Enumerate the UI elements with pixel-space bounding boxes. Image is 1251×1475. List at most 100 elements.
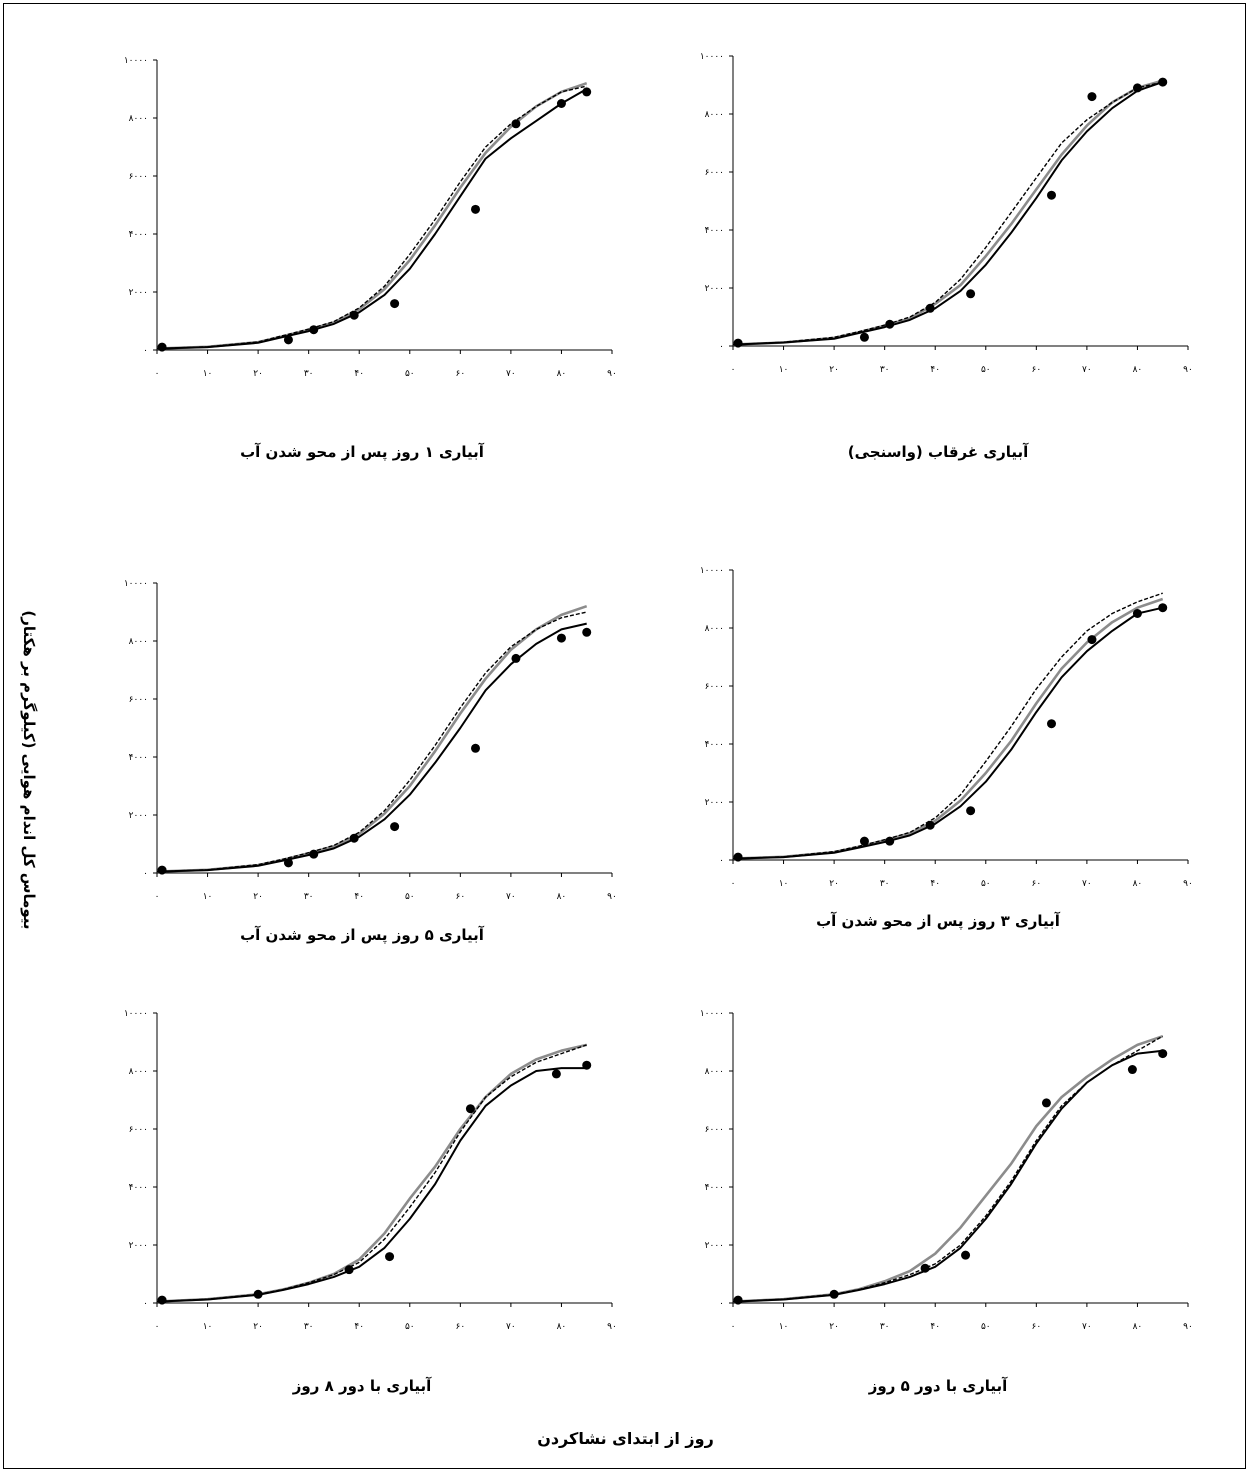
chart-panel-3: ۰ ۱۰ ۲۰ ۳۰ ۴۰ ۵۰ ۶۰ ۷۰ ۸۰ ۹۰ ۰ ۲۰۰۰ ۴۰۰۰ ۶۰۰۰ ۸۰۰۰ ۱۰۰۰… — [92, 575, 632, 915]
x-tick-label: ۸۰ — [557, 369, 567, 379]
y-tick-label: ۸۰۰۰ — [129, 114, 148, 124]
y-tick-label: ۴۰۰۰ — [705, 740, 724, 750]
chart-panel-5: ۰ ۱۰ ۲۰ ۳۰ ۴۰ ۵۰ ۶۰ ۷۰ ۸۰ ۹۰ ۰ ۲۰۰۰ ۴۰۰۰ ۶۰۰۰ ۸۰۰۰ ۱۰۰۰… — [92, 1005, 632, 1345]
observed-point — [511, 653, 521, 663]
observed-point — [471, 204, 480, 214]
y-tick-label: ۴۰۰۰ — [129, 753, 148, 763]
chart-panel-6: ۰ ۱۰ ۲۰ ۳۰ ۴۰ ۵۰ ۶۰ ۷۰ ۸۰ ۹۰ ۰ ۲۰۰۰ ۴۰۰۰ ۶۰۰۰ ۸۰۰۰ ۱۰۰۰… — [668, 1005, 1208, 1345]
x-tick-label: ۸۰ — [557, 1322, 567, 1332]
x-tick-label: ۲۰ — [253, 892, 263, 902]
y-tick-label: ۱۰۰۰۰ — [124, 1009, 148, 1019]
x-tick-label: ۴۰ — [354, 1322, 364, 1332]
x-tick-label: ۱۰ — [203, 892, 213, 902]
observed-point — [471, 743, 480, 753]
x-tick-label: ۶۰ — [455, 1322, 465, 1332]
x-tick-label: ۹۰ — [1183, 879, 1193, 889]
x-tick-label: ۰ — [731, 879, 736, 889]
y-tick-label: ۲۰۰۰ — [705, 284, 724, 294]
series-line-solid-black — [732, 81, 1164, 346]
x-tick-label: ۸۰ — [1133, 1322, 1143, 1332]
observed-point — [1087, 635, 1097, 645]
y-tick-label: ۰ — [143, 346, 148, 356]
x-tick-label: ۲۰ — [253, 369, 263, 379]
observed-point — [349, 833, 359, 843]
x-tick-label: ۷۰ — [1082, 879, 1092, 889]
observed-point — [556, 99, 566, 108]
observed-point — [1158, 77, 1168, 87]
x-tick-label: ۷۰ — [506, 369, 516, 379]
x-tick-label: ۰ — [731, 365, 736, 375]
x-tick-label: ۴۰ — [930, 1322, 940, 1332]
observed-point — [465, 1104, 475, 1114]
observed-point — [582, 1060, 592, 1070]
y-axis-label: بیوماس کل اندام هوایی (کیلوگرم بر هکتار) — [20, 610, 38, 930]
x-tick-label: ۶۰ — [455, 369, 465, 379]
y-tick-label: ۲۰۰۰ — [705, 798, 724, 808]
series-line-solid-gray — [732, 597, 1164, 860]
x-tick-label: ۵۰ — [981, 1322, 991, 1332]
x-tick-label: ۷۰ — [506, 892, 516, 902]
observed-point — [1087, 92, 1097, 102]
observed-point — [157, 1295, 167, 1305]
observed-point — [925, 820, 935, 830]
chart-title-6: آبیاری با دور ۵ روز — [868, 1377, 1008, 1395]
observed-point — [157, 342, 167, 352]
y-tick-label: ۰ — [143, 869, 148, 879]
observed-point — [309, 325, 319, 335]
observed-point — [349, 310, 359, 320]
x-tick-label: ۷۰ — [1082, 365, 1092, 375]
chart-panel-1: ۰ ۱۰ ۲۰ ۳۰ ۴۰ ۵۰ ۶۰ ۷۰ ۸۰ ۹۰ ۰ ۲۰۰۰ ۴۰۰۰ ۶۰۰۰ ۸۰۰۰ ۱۰۰۰… — [92, 52, 632, 392]
observed-point — [253, 1289, 263, 1299]
observed-point — [390, 822, 400, 832]
x-tick-label: ۴۰ — [930, 365, 940, 375]
y-tick-label: ۱۰۰۰۰ — [700, 1009, 724, 1019]
observed-point — [1158, 1049, 1168, 1059]
x-tick-label: ۰ — [731, 1322, 736, 1332]
observed-point — [283, 335, 293, 345]
chart-svg: ۰ ۱۰ ۲۰ ۳۰ ۴۰ ۵۰ ۶۰ ۷۰ ۸۰ ۹۰ ۰ ۲۰۰۰ ۴۰۰۰ ۶۰۰۰ ۸۰۰۰ ۱۰۰۰… — [700, 52, 1193, 375]
chart-title-5: آبیاری با دور ۸ روز — [292, 1377, 432, 1395]
series-line-solid-black — [156, 1067, 587, 1303]
y-tick-label: ۶۰۰۰ — [705, 1125, 724, 1135]
observed-point — [551, 1069, 561, 1079]
observed-point — [1132, 83, 1142, 93]
observed-point — [1041, 1098, 1051, 1108]
x-tick-label: ۰ — [155, 892, 160, 902]
x-tick-label: ۵۰ — [405, 892, 415, 902]
observed-point — [925, 303, 935, 313]
chart-svg: ۰ ۱۰ ۲۰ ۳۰ ۴۰ ۵۰ ۶۰ ۷۰ ۸۰ ۹۰ ۰ ۲۰۰۰ ۴۰۰۰ ۶۰۰۰ ۸۰۰۰ ۱۰۰۰… — [124, 579, 617, 902]
y-tick-label: ۰ — [719, 856, 724, 866]
y-tick-label: ۱۰۰۰۰ — [124, 579, 148, 589]
x-tick-label: ۲۰ — [829, 365, 839, 375]
x-tick-label: ۱۰ — [779, 879, 789, 889]
y-tick-label: ۶۰۰۰ — [129, 695, 148, 705]
y-tick-label: ۸۰۰۰ — [705, 624, 724, 634]
y-tick-label: ۸۰۰۰ — [705, 1067, 724, 1077]
y-tick-label: ۱۰۰۰۰ — [124, 56, 148, 66]
x-tick-label: ۴۰ — [354, 892, 364, 902]
y-tick-label: ۶۰۰۰ — [705, 168, 724, 178]
x-tick-label: ۶۰ — [455, 892, 465, 902]
x-tick-label: ۹۰ — [1183, 365, 1193, 375]
x-tick-label: ۹۰ — [607, 369, 617, 379]
x-tick-label: ۸۰ — [1133, 365, 1143, 375]
y-tick-label: ۸۰۰۰ — [705, 110, 724, 120]
series-line-solid-black — [156, 622, 587, 873]
x-tick-label: ۱۰ — [203, 1322, 213, 1332]
x-tick-label: ۶۰ — [1031, 365, 1041, 375]
chart-title-4: آبیاری ۳ روز پس از محو شدن آب — [816, 912, 1060, 930]
observed-point — [966, 289, 976, 299]
x-tick-label: ۰ — [155, 369, 160, 379]
observed-point — [283, 858, 293, 868]
observed-point — [1132, 609, 1142, 618]
observed-point — [829, 1289, 839, 1299]
y-tick-label: ۴۰۰۰ — [129, 1183, 148, 1193]
chart-svg: ۰ ۱۰ ۲۰ ۳۰ ۴۰ ۵۰ ۶۰ ۷۰ ۸۰ ۹۰ ۰ ۲۰۰۰ ۴۰۰۰ ۶۰۰۰ ۸۰۰۰ ۱۰۰۰… — [124, 1009, 617, 1332]
chart-title-1: آبیاری ۱ روز پس از محو شدن آب — [240, 443, 484, 461]
observed-point — [885, 836, 895, 846]
x-tick-label: ۶۰ — [1031, 1322, 1041, 1332]
x-tick-label: ۶۰ — [1031, 879, 1041, 889]
x-tick-label: ۳۰ — [304, 892, 314, 902]
y-tick-label: ۴۰۰۰ — [705, 226, 724, 236]
y-tick-label: ۸۰۰۰ — [129, 637, 148, 647]
